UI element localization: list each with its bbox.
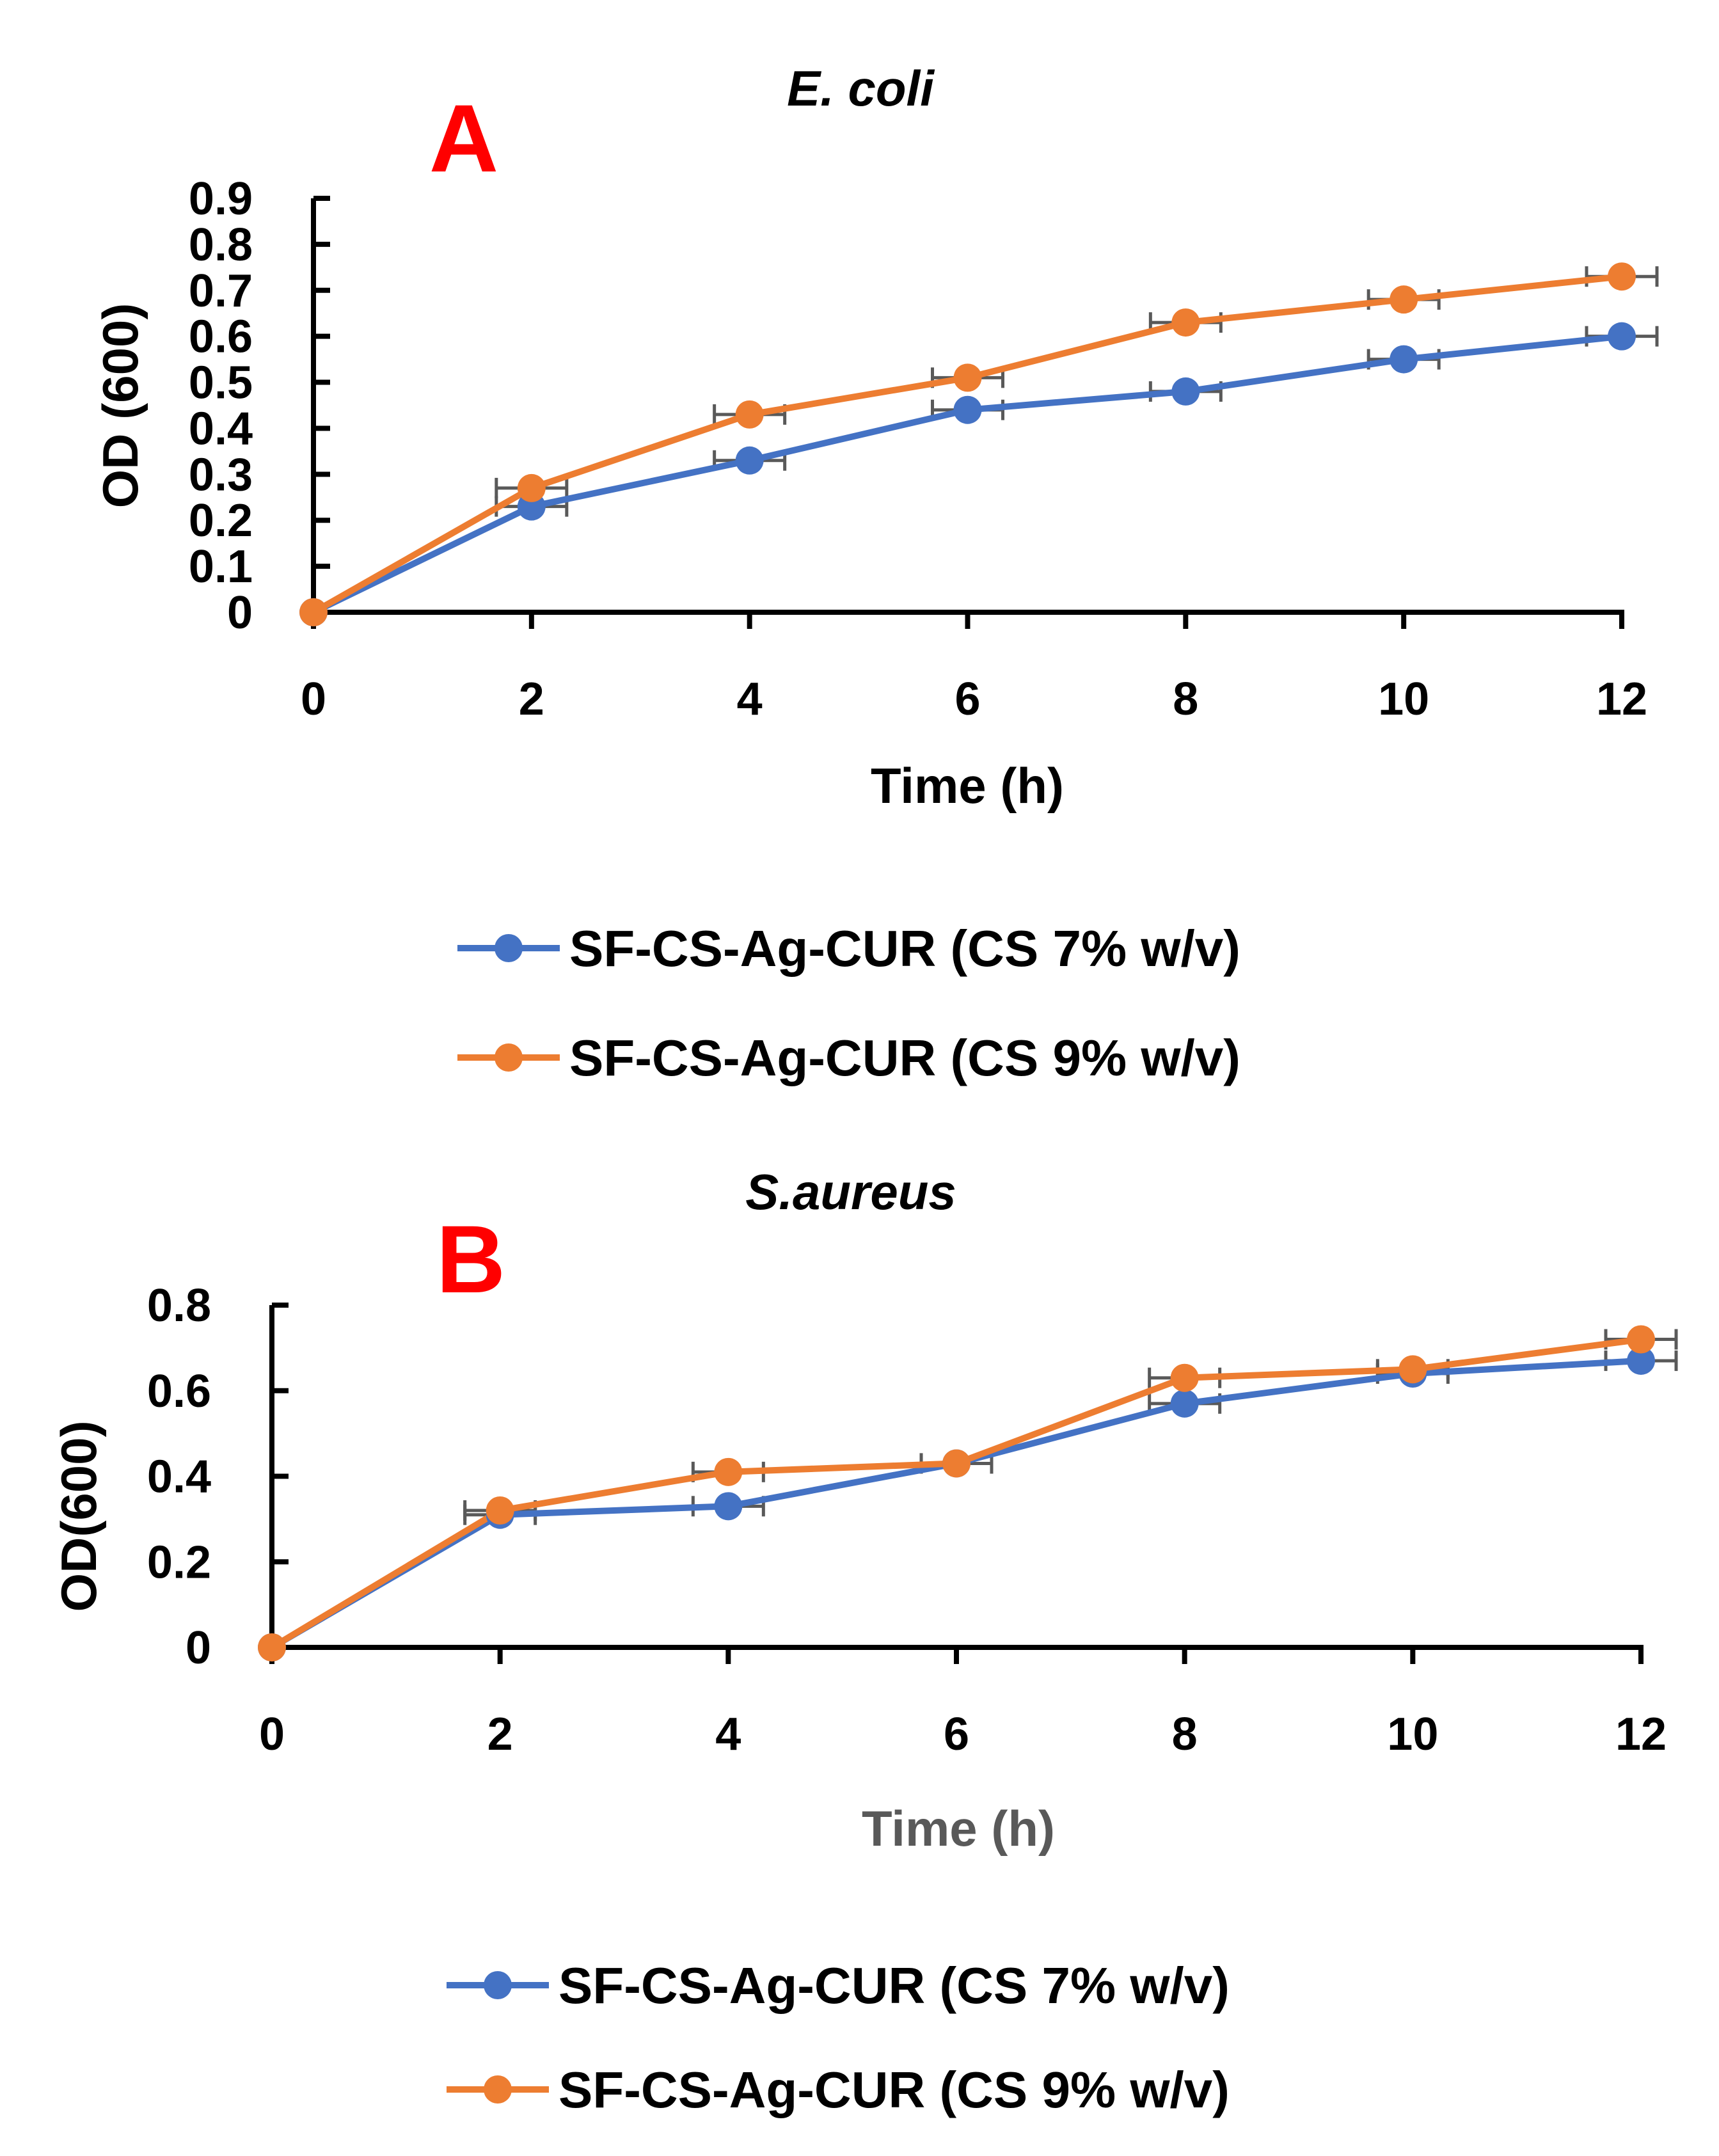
x-axis-title-b: Time (h): [862, 1800, 1055, 1857]
markers-b: [258, 1325, 1655, 1661]
y-tick-label-a: 0.8: [189, 219, 253, 271]
data-point-b-7: [1170, 1389, 1199, 1418]
y-tick-label-b: 0.6: [147, 1366, 211, 1417]
data-point-a-9: [735, 400, 764, 429]
series-line-a-9: [312, 273, 1622, 615]
data-point-a-9: [517, 473, 546, 502]
y-tick-label-b: 0: [186, 1622, 211, 1674]
markers-a: [299, 262, 1636, 626]
axes-b: 0 0.2 0.4 0.6 0.8 0 2 4 6 8 10 12: [147, 1280, 1667, 1760]
chart-panel-b: S.aureus B OD(600) Time (h) 0 0.2 0.4 0.6 0.…: [51, 1164, 1678, 2118]
data-point-b-9: [486, 1496, 514, 1525]
x-tick-label-a: 10: [1378, 674, 1429, 725]
x-tick-label-a: 2: [519, 674, 544, 725]
x-tick-label-a: 8: [1173, 674, 1198, 725]
series-line-b-9: [270, 1336, 1642, 1651]
y-tick-label-a: 0.7: [189, 266, 253, 317]
y-tick-label-a: 0.5: [189, 358, 253, 409]
x-tick-label-b: 2: [487, 1709, 513, 1760]
legend-b: SF-CS-Ag-CUR (CS 7% w/v) SF-CS-Ag-CUR (C…: [447, 1957, 1230, 2118]
y-tick-label-b: 0.8: [147, 1280, 211, 1331]
legend-swatch-marker-a-7: [495, 934, 523, 962]
series-lines-b: [270, 1336, 1642, 1651]
x-tick-label-b: 10: [1387, 1709, 1438, 1760]
legend-a: SF-CS-Ag-CUR (CS 7% w/v) SF-CS-Ag-CUR (C…: [457, 920, 1240, 1086]
x-tick-label-b: 6: [944, 1709, 969, 1760]
x-tick-label-a: 4: [737, 674, 763, 725]
x-tick-label-b: 4: [715, 1709, 741, 1760]
series-line-b-7: [270, 1357, 1642, 1651]
legend-swatch-marker-b-9: [484, 2075, 512, 2104]
y-tick-label-a: 0.6: [189, 312, 253, 363]
data-point-b-9: [1398, 1355, 1427, 1384]
data-point-b-9: [1170, 1363, 1199, 1392]
data-point-a-9: [1171, 308, 1200, 337]
data-point-a-7: [1171, 377, 1200, 406]
y-tick-label-a: 0: [227, 587, 253, 638]
data-point-a-7: [953, 395, 982, 424]
data-point-a-9: [1608, 262, 1636, 291]
y-tick-label-a: 0.9: [189, 173, 253, 225]
legend-swatch-marker-b-7: [484, 1971, 512, 1999]
legend-entry-b-9: SF-CS-Ag-CUR (CS 9% w/v): [447, 2061, 1230, 2118]
y-tick-label-b: 0.4: [147, 1452, 211, 1503]
x-tick-label-a: 0: [301, 674, 326, 725]
legend-label-a-9: SF-CS-Ag-CUR (CS 9% w/v): [569, 1029, 1240, 1086]
x-tick-label-b: 12: [1615, 1709, 1667, 1760]
y-tick-label-a: 0.4: [189, 403, 253, 454]
chart-title-a: E. coli: [787, 60, 935, 116]
y-tick-label-a: 0.2: [189, 495, 253, 546]
x-tick-label-a: 12: [1596, 674, 1647, 725]
legend-entry-b-7: SF-CS-Ag-CUR (CS 7% w/v): [447, 1957, 1230, 2014]
legend-label-b-9: SF-CS-Ag-CUR (CS 9% w/v): [558, 2061, 1230, 2118]
data-point-b-9: [942, 1449, 970, 1478]
x-axis-title-a: Time (h): [871, 757, 1064, 814]
x-tick-label-b: 8: [1172, 1709, 1198, 1760]
legend-label-b-7: SF-CS-Ag-CUR (CS 7% w/v): [558, 1957, 1230, 2014]
chart-title-b: S.aureus: [745, 1164, 956, 1220]
panel-label-a: A: [429, 84, 498, 192]
y-tick-label-a: 0.3: [189, 449, 253, 500]
x-tick-label-b: 0: [259, 1709, 285, 1760]
y-tick-label-a: 0.1: [189, 541, 253, 592]
axes-a: 00.10.20.30.40.50.60.70.80.90 2 4 6 8 10 12: [189, 173, 1647, 725]
data-point-a-7: [1608, 322, 1636, 351]
y-axis-title-a: OD (600): [92, 303, 148, 509]
y-axis-title-b: OD(600): [51, 1420, 107, 1612]
series-lines-a: [312, 273, 1622, 615]
data-point-b-9: [1627, 1325, 1655, 1354]
panel-label-b: B: [436, 1205, 505, 1313]
data-point-b-9: [714, 1457, 743, 1486]
data-point-b-7: [1627, 1346, 1655, 1375]
legend-label-a-7: SF-CS-Ag-CUR (CS 7% w/v): [569, 920, 1240, 977]
y-tick-label-b: 0.2: [147, 1537, 211, 1588]
legend-swatch-marker-a-9: [495, 1043, 523, 1072]
data-point-b-7: [714, 1492, 743, 1521]
data-point-b-9: [258, 1633, 286, 1661]
data-point-a-9: [953, 363, 982, 392]
legend-entry-a-7: SF-CS-Ag-CUR (CS 7% w/v): [457, 920, 1240, 977]
data-point-a-7: [1390, 345, 1418, 374]
chart-panel-a: E. coli A OD (600) Time (h) 00.10.20.30.…: [92, 60, 1659, 1086]
data-point-a-9: [299, 598, 328, 626]
legend-entry-a-9: SF-CS-Ag-CUR (CS 9% w/v): [457, 1029, 1240, 1086]
data-point-a-9: [1390, 285, 1418, 314]
data-point-a-7: [735, 446, 764, 475]
x-tick-label-a: 6: [955, 674, 980, 725]
